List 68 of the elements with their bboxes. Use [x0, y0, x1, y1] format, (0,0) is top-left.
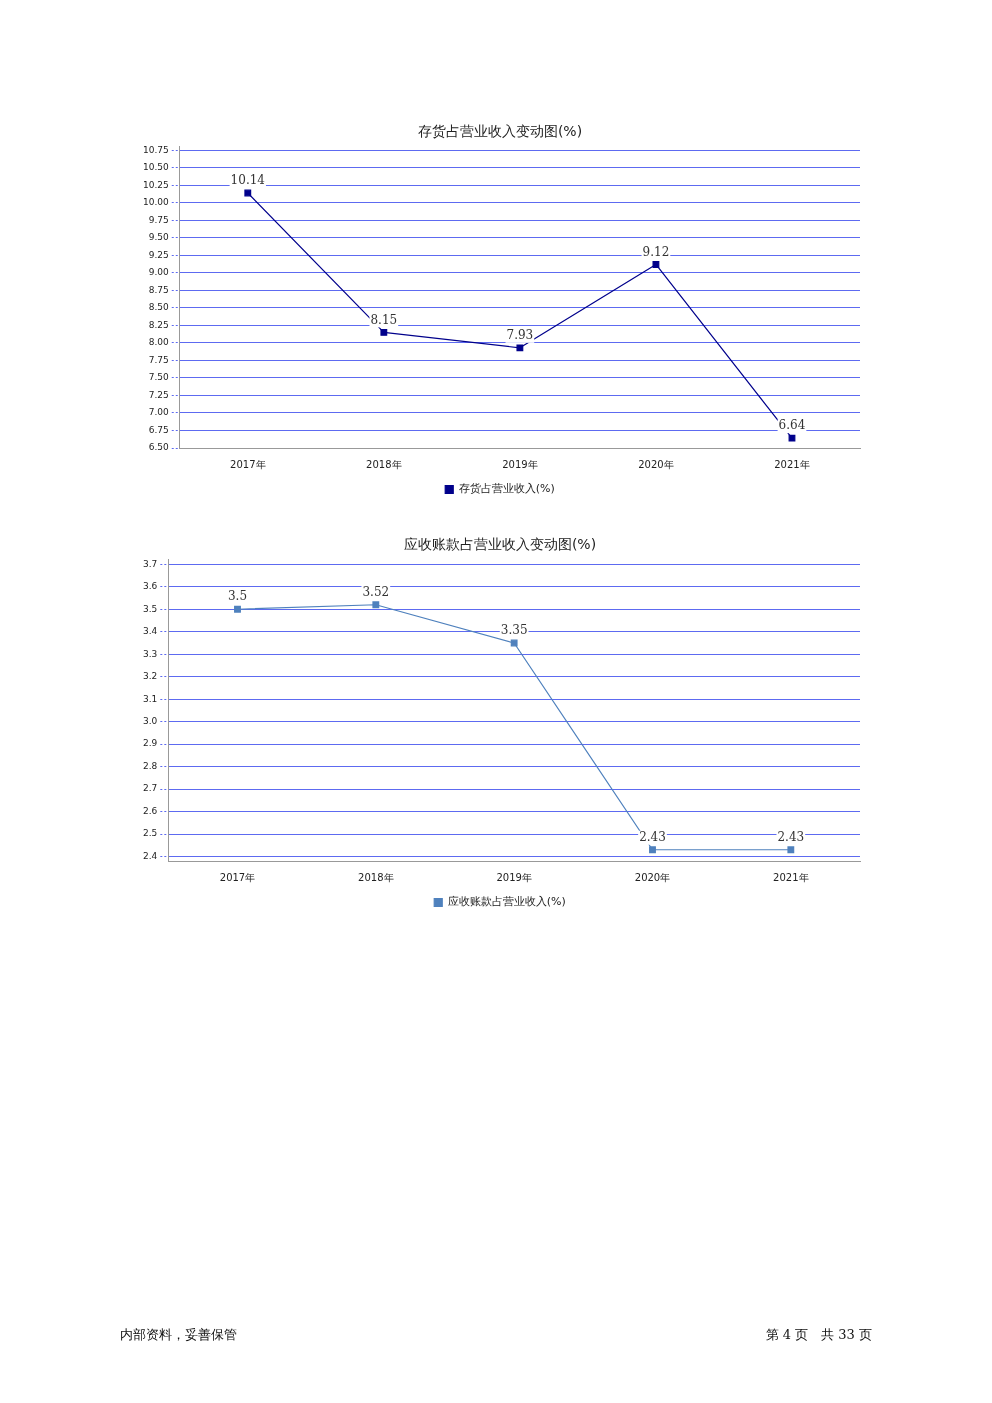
text: 内部资料，妥善保管	[120, 1326, 237, 1344]
data-label: 3.35	[500, 623, 528, 638]
y-tick-label: 2.8	[142, 760, 158, 771]
chart-title: 应收账款占营业收入变动图(%)	[403, 536, 597, 553]
y-tick-label: 10.00	[143, 197, 170, 208]
data-label: 7.93	[506, 327, 534, 342]
x-tick-label: 2018年	[366, 458, 402, 470]
data-label: 2.43	[639, 829, 666, 844]
point	[234, 605, 241, 613]
y-tick-label: 2.6	[142, 805, 158, 816]
y-tick-label: 3.1	[142, 693, 158, 704]
point	[372, 601, 380, 609]
point	[787, 846, 795, 854]
x-tick-label: 2017年	[230, 458, 266, 470]
x-tick-label: 2017年	[219, 871, 256, 883]
point	[649, 846, 656, 854]
y-tick-label: 9.25	[148, 249, 169, 260]
y-tick-label: 8.25	[148, 319, 169, 330]
legend-label: 应收账款占营业收入(%)	[447, 895, 566, 909]
chart-title: 存货占营业收入变动图(%)	[417, 123, 583, 140]
point	[652, 261, 660, 268]
y-tick-label: 9.75	[148, 214, 169, 225]
x-tick-label: 2020年	[638, 458, 674, 470]
y-tick-label: 3.6	[142, 581, 158, 592]
data-label: 8.15	[370, 312, 398, 327]
x-tick-label: 2019年	[502, 458, 538, 470]
data-label: 6.64	[778, 418, 806, 433]
legend-label: 存货占营业收入(%)	[458, 482, 555, 496]
y-tick-label: 6.50	[148, 442, 170, 453]
y-tick-label: 3.3	[142, 648, 158, 659]
y-tick-label: 8.00	[148, 337, 170, 348]
y-tick-label: 3.4	[142, 626, 158, 637]
y-tick-label: 9.00	[148, 267, 170, 278]
y-tick-label: 7.50	[148, 372, 170, 383]
y-tick-label: 2.7	[142, 783, 158, 794]
y-tick-label: 7.00	[148, 407, 170, 418]
y-tick-label: 7.75	[148, 354, 169, 365]
y-tick-label: 8.50	[148, 302, 170, 313]
data-label: 3.52	[362, 584, 390, 599]
point	[510, 639, 518, 647]
y-tick-label: 3.2	[142, 671, 158, 682]
y-tick-label: 10.75	[143, 144, 169, 155]
y-tick-label: 8.75	[148, 284, 169, 295]
data-label: 3.5	[227, 589, 248, 604]
y-tick-label: 2.4	[142, 850, 158, 861]
x-tick-label: 2018年	[358, 871, 394, 883]
y-tick-label: 2.9	[142, 738, 158, 749]
point	[516, 344, 524, 352]
y-tick-label: 3.7	[142, 558, 158, 569]
point	[788, 434, 796, 442]
y-tick-label: 9.50	[148, 232, 170, 243]
y-tick-label: 7.25	[148, 389, 169, 400]
x-tick-label: 2019年	[496, 871, 532, 883]
data-label: 10.14	[230, 173, 266, 188]
y-tick-label: 3.0	[142, 715, 158, 726]
x-tick-label: 2021年	[774, 458, 810, 470]
point	[380, 329, 388, 336]
data-label: 9.12	[642, 244, 670, 259]
y-tick-label: 2.5	[142, 828, 158, 839]
data-label: 2.43	[777, 829, 805, 844]
x-tick-label: 2021年	[773, 871, 809, 883]
point	[244, 189, 252, 197]
y-tick-label: 6.75	[148, 424, 169, 435]
text: 第 4 页 共 33 页	[765, 1326, 872, 1344]
x-tick-label: 2020年	[634, 871, 671, 883]
y-tick-label: 3.5	[142, 603, 158, 614]
y-tick-label: 10.25	[143, 179, 169, 190]
y-tick-label: 10.50	[143, 162, 170, 173]
